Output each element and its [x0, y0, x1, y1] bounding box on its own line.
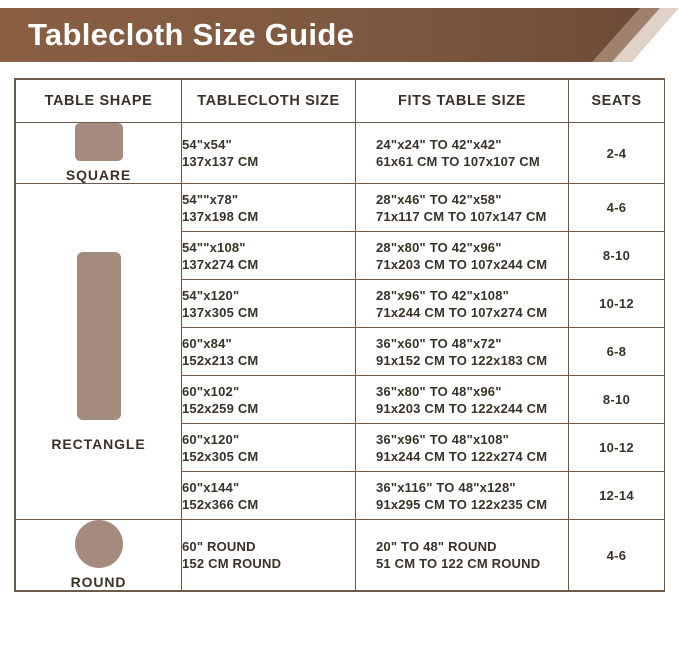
- fits-table-size-cell: 28"x96" TO 42"x108" 71x244 CM TO 107x274…: [355, 279, 569, 328]
- seats-cell: 8-10: [568, 375, 665, 424]
- page-header: Tablecloth Size Guide: [0, 0, 679, 68]
- banner-shape: [0, 8, 660, 62]
- column-header-seats: SEATS: [568, 79, 665, 123]
- column-header-fits-table-size: FITS TABLE SIZE: [355, 79, 569, 123]
- column-header-table-shape: TABLE SHAPE: [15, 79, 182, 123]
- table-header-row: TABLE SHAPE TABLECLOTH SIZE FITS TABLE S…: [15, 79, 665, 123]
- size-guide-table-container: TABLE SHAPE TABLECLOTH SIZE FITS TABLE S…: [14, 78, 665, 592]
- seats-cell: 4-6: [568, 519, 665, 591]
- seats-cell: 8-10: [568, 231, 665, 280]
- table-row: 60"x84" 152x213 CM 36"x60" TO 48"x72" 91…: [16, 327, 665, 376]
- table-row: 60"x120" 152x305 CM 36"x96" TO 48"x108" …: [16, 423, 665, 472]
- fits-table-size-cell: 36"x80" TO 48"x96" 91x203 CM TO 122x244 …: [355, 375, 569, 424]
- shape-cell-square: SQUARE: [15, 122, 182, 184]
- table-row: ROUND 60" ROUND 152 CM ROUND 20" TO 48" …: [15, 519, 665, 591]
- seats-cell: 10-12: [568, 423, 665, 472]
- fits-table-size-cell: 20" TO 48" ROUND 51 CM TO 122 CM ROUND: [355, 519, 569, 591]
- fits-table-size-cell: 36"x116" TO 48"x128" 91x295 CM TO 122x23…: [355, 471, 569, 520]
- size-guide-table: TABLE SHAPE TABLECLOTH SIZE FITS TABLE S…: [15, 79, 665, 591]
- fits-table-size-cell: 28"x46" TO 42"x58" 71x117 CM TO 107x147 …: [355, 183, 569, 232]
- seats-cell: 10-12: [568, 279, 665, 328]
- table-row: RECTANGLE 54""x78" 137x198 CM 28"x46" TO…: [15, 183, 665, 520]
- fits-table-size-cell: 36"x60" TO 48"x72" 91x152 CM TO 122x183 …: [355, 327, 569, 376]
- shape-cell-round: ROUND: [15, 519, 182, 591]
- tablecloth-size-cell: 60"x120" 152x305 CM: [181, 423, 356, 472]
- fits-table-size-cell: 36"x96" TO 48"x108" 91x244 CM TO 122x274…: [355, 423, 569, 472]
- tablecloth-size-cell: 60"x144" 152x366 CM: [181, 471, 356, 520]
- circle-swatch-icon: [74, 520, 123, 568]
- shape-cell-rectangle: RECTANGLE: [15, 183, 182, 520]
- fits-table-size-cell: 24"x24" TO 42"x42" 61x61 CM TO 107x107 C…: [355, 122, 569, 184]
- table-row: 54"x120" 137x305 CM 28"x96" TO 42"x108" …: [16, 279, 665, 328]
- tablecloth-size-cell: 54"x120" 137x305 CM: [181, 279, 356, 328]
- seats-cell: 4-6: [568, 183, 665, 232]
- square-swatch-icon: [74, 123, 123, 161]
- table-row: SQUARE 54"x54" 137x137 CM 24"x24" TO 42"…: [15, 122, 665, 184]
- table-header: TABLE SHAPE TABLECLOTH SIZE FITS TABLE S…: [15, 79, 665, 123]
- table-row: 60"x102" 152x259 CM 36"x80" TO 48"x96" 9…: [16, 375, 665, 424]
- seats-cell: 6-8: [568, 327, 665, 376]
- shape-label-rectangle: RECTANGLE: [51, 435, 146, 452]
- table-body: SQUARE 54"x54" 137x137 CM 24"x24" TO 42"…: [15, 122, 665, 591]
- tablecloth-size-cell: 60"x102" 152x259 CM: [181, 375, 356, 424]
- shape-label-round: ROUND: [70, 574, 127, 590]
- page-title: Tablecloth Size Guide: [28, 17, 355, 52]
- tablecloth-size-cell: 54""x78" 137x198 CM: [181, 183, 356, 232]
- tablecloth-size-cell: 54"x54" 137x137 CM: [181, 122, 356, 184]
- table-row: 60"x144" 152x366 CM 36"x116" TO 48"x128"…: [16, 471, 665, 520]
- seats-cell: 2-4: [568, 122, 665, 184]
- tablecloth-size-cell: 54""x108" 137x274 CM: [181, 231, 356, 280]
- rectangle-swatch-icon: [76, 251, 121, 420]
- table-row: 54""x108" 137x274 CM 28"x80" TO 42"x96" …: [16, 231, 665, 280]
- column-header-tablecloth-size: TABLECLOTH SIZE: [181, 79, 356, 123]
- fits-table-size-cell: 28"x80" TO 42"x96" 71x203 CM TO 107x244 …: [355, 231, 569, 280]
- shape-label-square: SQUARE: [65, 167, 132, 183]
- tablecloth-size-cell: 60" ROUND 152 CM ROUND: [181, 519, 356, 591]
- seats-cell: 12-14: [568, 471, 665, 520]
- tablecloth-size-cell: 60"x84" 152x213 CM: [181, 327, 356, 376]
